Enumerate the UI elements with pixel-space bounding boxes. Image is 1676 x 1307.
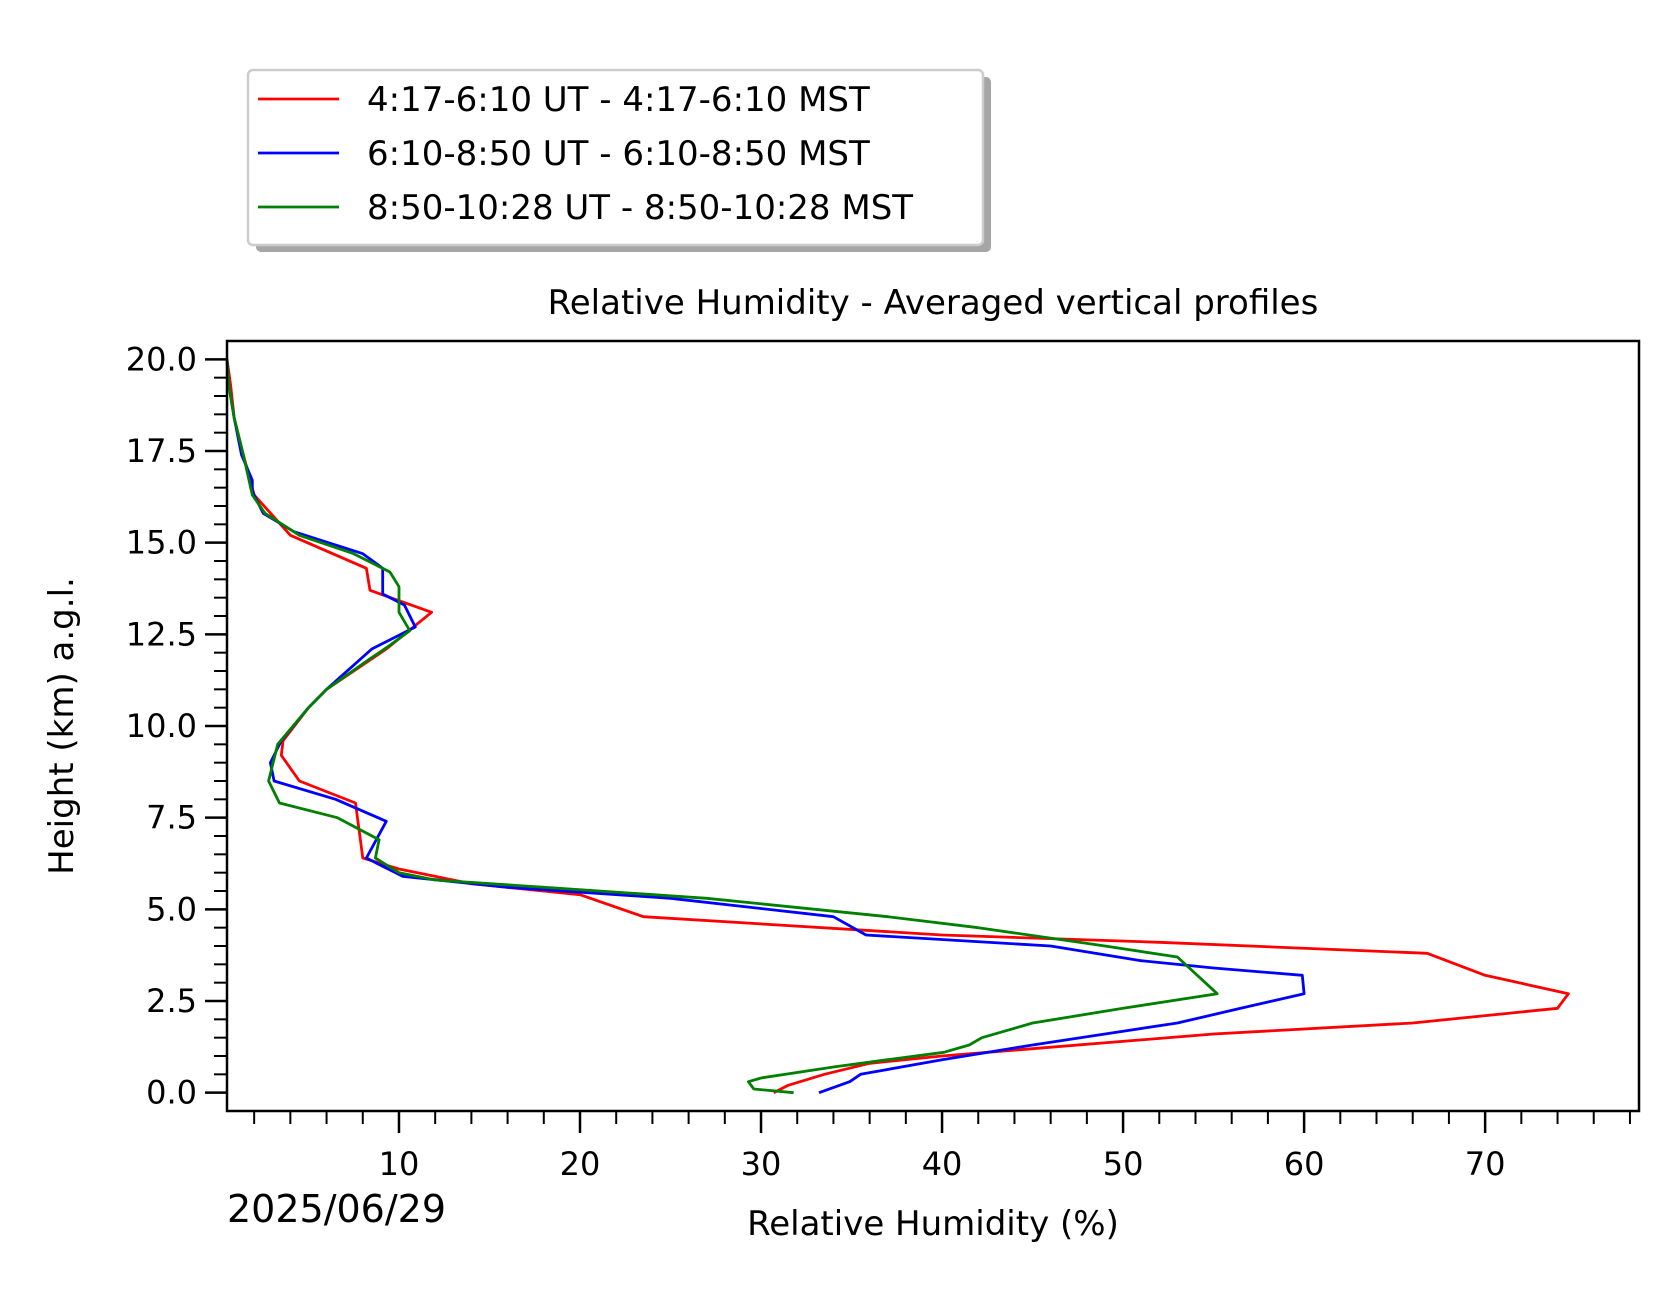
axis-ticks <box>205 358 1631 1133</box>
x-tick-label: 20 <box>560 1145 601 1183</box>
y-tick-label: 17.5 <box>126 432 197 470</box>
legend-label-1: 4:17-6:10 UT - 4:17-6:10 MST <box>367 80 870 120</box>
series-group <box>225 359 1570 1095</box>
y-tick-label: 12.5 <box>126 615 197 653</box>
date-label: 2025/06/29 <box>227 1187 446 1231</box>
x-tick-label: 50 <box>1103 1145 1144 1183</box>
legend-label-2: 6:10-8:50 UT - 6:10-8:50 MST <box>367 134 870 174</box>
legend-label-3: 8:50-10:28 UT - 8:50-10:28 MST <box>367 188 913 228</box>
x-tick-label: 70 <box>1465 1145 1506 1183</box>
legend-entries: 4:17-6:10 UT - 4:17-6:10 MST 6:10-8:50 UT… <box>258 80 913 228</box>
series-line-3 <box>225 359 1219 1095</box>
x-tick-label: 30 <box>741 1145 782 1183</box>
legend-frame <box>246 68 985 247</box>
x-axis-label: Relative Humidity (%) <box>747 1204 1119 1244</box>
plot-frame <box>225 339 1641 1113</box>
chart-title: Relative Humidity - Averaged vertical pr… <box>548 283 1319 323</box>
x-tick-label: 40 <box>922 1145 963 1183</box>
y-tick-label: 15.0 <box>126 524 197 562</box>
legend: 4:17-6:10 UT - 4:17-6:10 MST 6:10-8:50 UT… <box>246 68 991 252</box>
y-tick-label: 0.0 <box>146 1074 197 1112</box>
y-tick-label: 7.5 <box>146 799 197 837</box>
y-tick-label: 2.5 <box>146 982 197 1020</box>
x-tick-label: 10 <box>379 1145 420 1183</box>
y-tick-label: 20.0 <box>126 340 197 378</box>
x-tick-label: 60 <box>1284 1145 1325 1183</box>
series-line-1 <box>225 359 1570 1094</box>
y-axis-label: Height (km) a.g.l. <box>42 577 82 875</box>
y-tick-label: 10.0 <box>126 707 197 745</box>
axis-tick-labels: 10 20 30 40 50 60 70 0.0 2.5 5.0 7.5 10.0 12.5 15.0 17… <box>126 340 1506 1183</box>
y-tick-label: 5.0 <box>146 890 197 928</box>
